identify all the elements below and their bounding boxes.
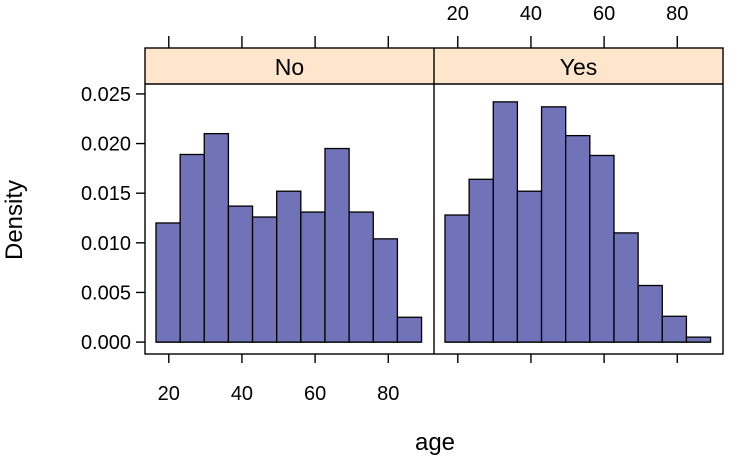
strip-yes-background	[434, 48, 723, 84]
strip-no: No	[145, 48, 434, 84]
x-axis-title: age	[415, 429, 455, 456]
histogram-bar	[565, 134, 591, 343]
histogram-bar	[685, 336, 712, 343]
histogram-bar	[444, 214, 470, 343]
histogram-bar	[155, 222, 181, 343]
histogram-bar	[179, 153, 205, 343]
x-tick-label: 80	[377, 383, 399, 405]
y-axis-title: Density	[1, 180, 28, 260]
y-tick-label: 0.025	[81, 84, 131, 106]
histogram-bar	[468, 178, 494, 343]
histogram-bar	[613, 232, 639, 343]
histogram-bar	[661, 315, 688, 343]
strip-yes: Yes	[434, 48, 723, 84]
ticks-layer: 0.000 0.005 0.010 0.015 0.020 0.025 20 20 40 40 60…	[81, 3, 688, 405]
histogram-bar	[276, 190, 302, 343]
histogram-bar	[540, 106, 567, 343]
histogram-bar	[396, 316, 423, 343]
strip-yes-label: Yes	[560, 54, 598, 80]
x-tick-label: 40	[231, 383, 253, 405]
histogram-bar	[300, 211, 326, 343]
strip-no-label: No	[275, 54, 304, 80]
histogram-bar	[589, 154, 615, 343]
x-tick-label-top: 20	[447, 3, 469, 25]
x-tick-label-top: 40	[520, 3, 542, 25]
histogram-bar	[324, 147, 350, 343]
histogram-bar	[516, 190, 543, 343]
histogram-bar	[492, 101, 519, 343]
x-tick-label: 20	[158, 383, 180, 405]
histogram-bar	[372, 238, 399, 343]
x-tick-label-top: 60	[593, 3, 615, 25]
panel-yes-bars	[444, 101, 712, 343]
panel-no-bars	[155, 132, 423, 343]
panel-frames	[144, 47, 724, 355]
histogram-bar	[227, 205, 254, 343]
x-tick-label-top: 80	[666, 3, 688, 25]
y-tick-label: 0.010	[81, 233, 131, 255]
histogram-bar	[348, 211, 374, 343]
strip-no-background	[145, 48, 434, 84]
bars-layer	[155, 101, 712, 343]
histogram-bar	[251, 216, 278, 343]
histogram-bar	[637, 284, 663, 343]
y-tick-label: 0.005	[81, 282, 131, 304]
y-tick-label: 0.020	[81, 134, 131, 156]
y-tick-label: 0.000	[81, 332, 131, 354]
y-tick-label: 0.015	[81, 183, 131, 205]
histogram-bar	[203, 132, 230, 343]
x-tick-label: 60	[304, 383, 326, 405]
